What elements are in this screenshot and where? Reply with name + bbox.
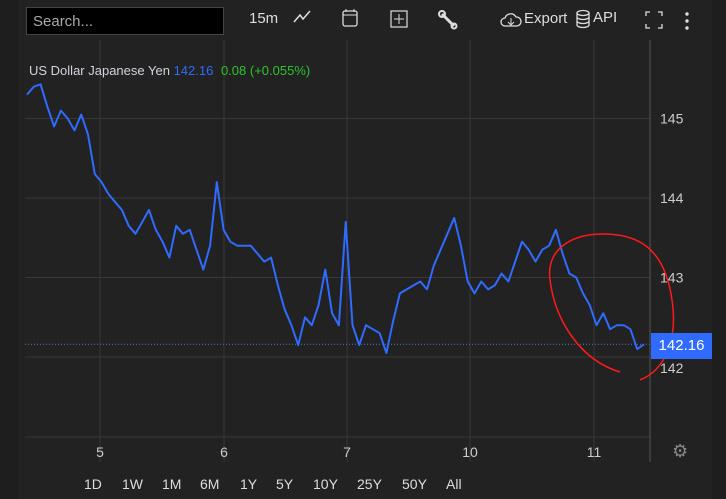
range-button-1w[interactable]: 1W [122, 476, 143, 492]
range-button-5y[interactable]: 5Y [276, 476, 294, 492]
series-line-usdjpy [26, 83, 645, 354]
fullscreen-icon[interactable] [645, 11, 663, 33]
y-tick-label: 145 [660, 111, 684, 127]
search-input[interactable] [26, 7, 224, 35]
line-chart-icon[interactable] [292, 8, 312, 30]
y-tick-label: 142 [660, 360, 684, 376]
api-button[interactable]: API [593, 9, 618, 26]
interval-selector[interactable]: 15m [249, 10, 279, 27]
x-tick-label: 11 [587, 444, 602, 460]
legend-symbol-name: US Dollar Japanese Yen [29, 63, 170, 78]
range-button-25y[interactable]: 25Y [357, 476, 382, 492]
add-indicator-icon[interactable] [390, 10, 408, 32]
range-button-all[interactable]: All [446, 476, 462, 492]
range-button-50y[interactable]: 50Y [402, 476, 427, 492]
calendar-icon[interactable] [341, 8, 359, 32]
chart-panel [18, 0, 712, 499]
export-button[interactable]: Export [524, 10, 568, 27]
cloud-download-icon[interactable] [500, 11, 522, 33]
y-tick-label: 143 [660, 270, 684, 286]
legend-price: 142.16 [173, 63, 214, 78]
last-price-label: 142.16 [651, 333, 712, 359]
database-icon[interactable] [575, 9, 591, 33]
y-tick-label: 144 [660, 190, 684, 206]
range-button-10y[interactable]: 10Y [313, 476, 338, 492]
more-vertical-icon[interactable] [684, 12, 690, 34]
range-button-6m[interactable]: 6M [200, 476, 220, 492]
x-tick-label: 10 [462, 444, 478, 460]
range-button-1m[interactable]: 1M [162, 476, 182, 492]
x-tick-label: 5 [96, 444, 104, 460]
x-tick-label: 6 [220, 444, 228, 460]
range-button-1y[interactable]: 1Y [240, 476, 258, 492]
legend-change: 0.08 (+0.055%) [220, 63, 311, 78]
chart-legend: US Dollar Japanese Yen 142.16 0.08 (+0.0… [29, 63, 310, 78]
settings-gear-icon[interactable]: ⚙ [672, 441, 689, 461]
wrench-icon[interactable] [438, 10, 458, 34]
range-button-1d[interactable]: 1D [84, 476, 102, 492]
x-tick-label: 7 [343, 444, 351, 460]
